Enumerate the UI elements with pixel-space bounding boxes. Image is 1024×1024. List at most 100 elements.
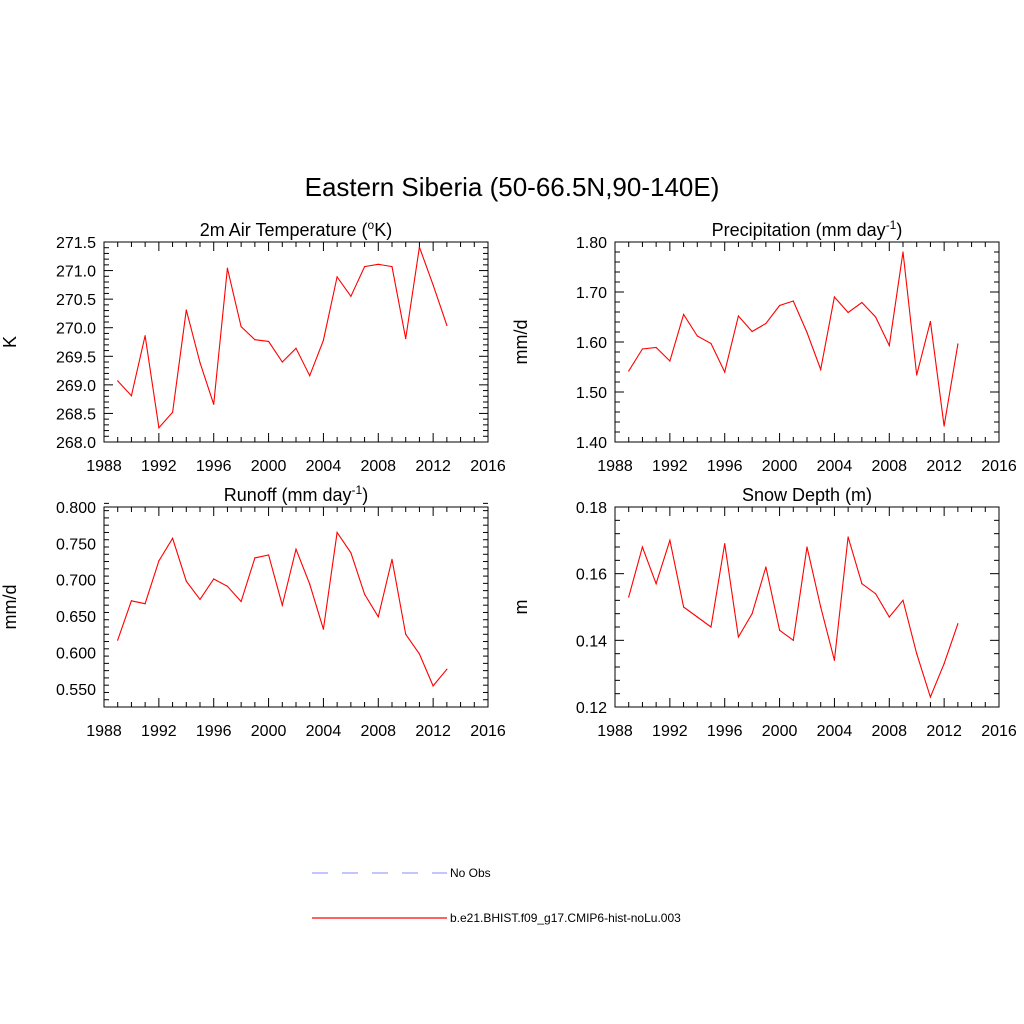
data-point	[957, 623, 959, 625]
x-tick-label: 2000	[762, 458, 798, 475]
data-point	[377, 263, 379, 265]
data-point	[792, 300, 794, 302]
x-tick-label: 2016	[470, 458, 506, 475]
y-axis-label: mm/d	[511, 320, 531, 365]
x-tick-label: 1992	[652, 723, 688, 740]
data-point	[185, 580, 187, 582]
data-point	[682, 313, 685, 316]
data-point	[117, 380, 119, 382]
data-point	[295, 347, 297, 349]
panel-4: 1988 1992 1996 2000 2004 2008 2012 2016 0.12 0.14…	[511, 485, 1017, 740]
data-point	[778, 304, 781, 307]
data-point	[267, 340, 270, 343]
data-point	[322, 339, 325, 341]
data-point	[432, 284, 434, 286]
series-line	[117, 246, 448, 429]
panel-title-superscript: -1	[886, 218, 897, 232]
data-point	[710, 342, 712, 345]
data-point	[861, 301, 863, 304]
data-point	[158, 427, 160, 429]
data-point	[806, 546, 808, 548]
data-point	[226, 267, 229, 269]
y-tick-label: 269.0	[56, 378, 96, 395]
y-tick-label: 269.5	[56, 349, 96, 366]
data-point	[710, 626, 712, 628]
panel-1: 1988 1992 1996 2000 2004 2008 2012 2016 268.0 268…	[0, 218, 506, 475]
y-tick-label: 268.0	[56, 435, 96, 452]
data-point	[391, 265, 393, 268]
x-tick-label: 1996	[707, 723, 743, 740]
data-point	[446, 668, 448, 670]
data-point	[226, 585, 229, 587]
y-axis-label: m	[511, 600, 531, 615]
x-tick-label: 2008	[360, 723, 396, 740]
x-tick-label: 2012	[415, 723, 451, 740]
data-point	[916, 653, 918, 655]
y-tick-label: 1.70	[576, 285, 607, 302]
x-tick-label: 2004	[817, 458, 853, 475]
data-point	[724, 371, 726, 373]
panel-title-main: Precipitation (mm day	[712, 220, 886, 240]
panels: 1988 1992 1996 2000 2004 2008 2012 2016 268.0 268…	[0, 218, 1017, 740]
data-point	[943, 663, 945, 665]
x-tick-label: 1988	[86, 723, 122, 740]
x-tick-label: 2004	[817, 723, 853, 740]
data-point	[669, 539, 671, 541]
data-point	[295, 548, 297, 550]
plot-frame	[614, 506, 1000, 708]
plot-frame	[103, 506, 489, 708]
data-point	[199, 598, 201, 600]
y-tick-label: 0.14	[576, 633, 607, 650]
panel-title-superscript: -1	[352, 483, 363, 497]
data-point	[309, 583, 311, 585]
y-tick-label: 270.5	[56, 292, 96, 309]
x-tick-label: 2000	[251, 458, 287, 475]
data-point	[751, 330, 753, 333]
data-point	[350, 295, 352, 297]
data-point	[363, 265, 366, 268]
x-tick-label: 1996	[196, 723, 232, 740]
panel-title-superscript: o	[368, 218, 375, 232]
x-tick-label: 2008	[871, 723, 907, 740]
y-tick-label: 0.12	[576, 700, 607, 717]
x-tick-label: 1988	[86, 458, 122, 475]
data-point	[902, 599, 904, 601]
plot-frame	[103, 241, 489, 443]
data-point	[130, 395, 133, 397]
x-tick-label: 1988	[597, 458, 633, 475]
data-point	[117, 639, 119, 641]
x-tick-label: 2004	[306, 723, 342, 740]
x-tick-label: 1992	[652, 458, 688, 475]
data-point	[418, 246, 421, 248]
x-tick-label: 1996	[707, 458, 743, 475]
data-point	[418, 653, 421, 655]
data-point	[737, 315, 740, 317]
x-tick-label: 1992	[141, 723, 177, 740]
data-point	[158, 560, 160, 562]
data-point	[130, 600, 133, 602]
y-tick-label: 0.16	[576, 567, 607, 584]
data-point	[916, 374, 918, 376]
panel-title-main: Runoff (mm day	[224, 485, 352, 505]
y-tick-label: 268.5	[56, 406, 96, 423]
data-point	[309, 375, 311, 377]
data-point	[806, 331, 808, 334]
legend-label: No Obs	[450, 866, 491, 880]
panel-title: Precipitation (mm day-1)	[712, 218, 903, 240]
y-tick-label: 271.5	[56, 235, 96, 252]
data-point	[669, 360, 671, 362]
y-axis-label: mm/d	[0, 585, 20, 630]
series-line	[628, 251, 959, 427]
data-point	[655, 583, 657, 585]
data-point	[254, 339, 256, 341]
data-point	[861, 583, 863, 585]
data-point	[820, 368, 822, 371]
data-point	[171, 411, 174, 413]
x-tick-label: 2016	[470, 723, 506, 740]
data-point	[281, 361, 283, 363]
panel-3: 1988 1992 1996 2000 2004 2008 2012 2016 0.550 0.6…	[0, 483, 506, 740]
data-point	[820, 606, 822, 608]
y-tick-label: 271.0	[56, 264, 96, 281]
y-tick-label: 0.18	[576, 500, 607, 517]
data-point	[240, 325, 242, 328]
